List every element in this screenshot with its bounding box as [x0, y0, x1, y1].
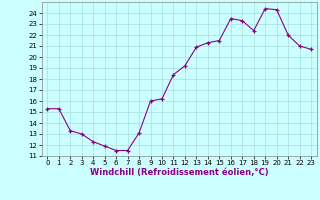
- X-axis label: Windchill (Refroidissement éolien,°C): Windchill (Refroidissement éolien,°C): [90, 168, 268, 177]
